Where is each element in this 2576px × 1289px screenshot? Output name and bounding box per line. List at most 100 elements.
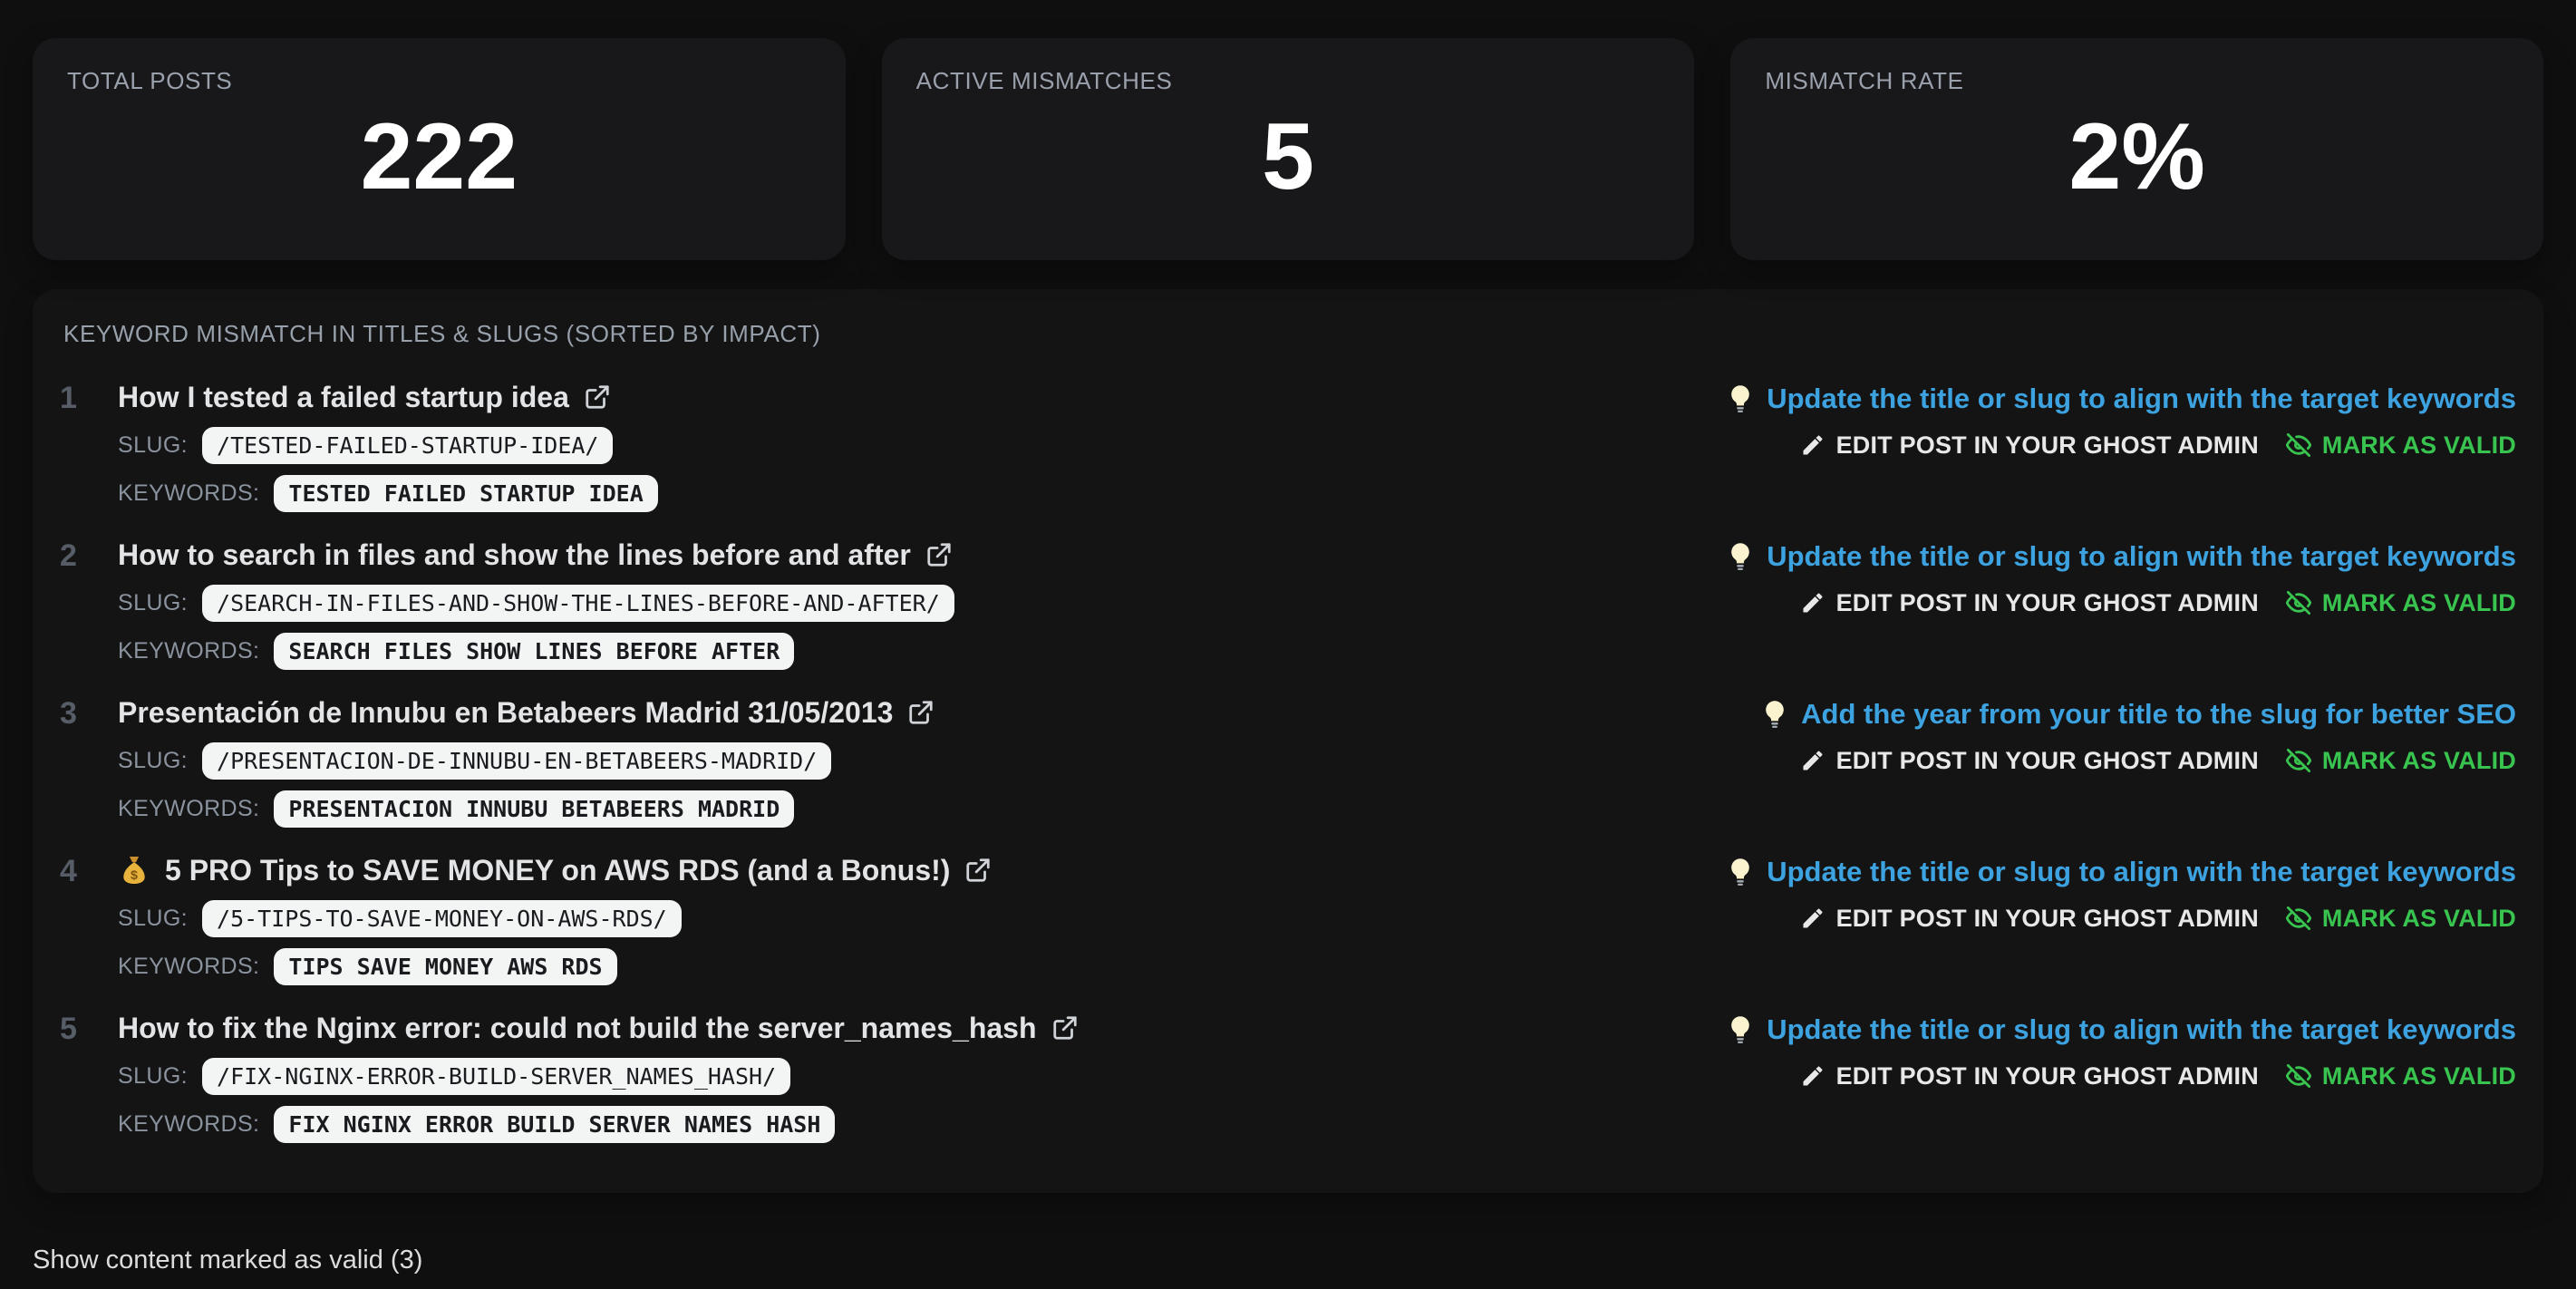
row-rank: 3: [60, 696, 77, 731]
external-link-icon[interactable]: [925, 541, 953, 568]
lightbulb-icon: [1759, 699, 1790, 730]
mark-as-valid-label: MARK AS VALID: [2321, 1061, 2516, 1090]
stat-label: ACTIVE MISMATCHES: [915, 67, 1173, 94]
suggestion-line: Update the title or slug to align with t…: [1725, 852, 2516, 892]
keywords-badge: PRESENTACION INNUBU BETABEERS MADRID: [274, 790, 795, 828]
mark-as-valid-button[interactable]: MARK AS VALID: [2285, 746, 2516, 775]
mark-as-valid-label: MARK AS VALID: [2321, 746, 2516, 774]
suggestion-line: Update the title or slug to align with t…: [1725, 537, 2516, 577]
stat-label: TOTAL POSTS: [67, 67, 233, 94]
row-main: $ 5 PRO Tips to SAVE MONEY on AWS RDS (a…: [118, 850, 1714, 986]
row-main: How to fix the Nginx error: could not bu…: [118, 1008, 1714, 1144]
keywords-badge: TIPS SAVE MONEY AWS RDS: [274, 947, 617, 985]
stat-card-mismatch-rate: MISMATCH RATE 2%: [1730, 38, 2544, 260]
slug-badge: /5-TIPS-TO-SAVE-MONEY-ON-AWS-RDS/: [202, 899, 682, 937]
external-link-icon[interactable]: [907, 699, 935, 726]
edit-post-link[interactable]: EDIT POST IN YOUR GHOST ADMIN: [1800, 905, 2259, 933]
slug-badge: /FIX-NGINX-ERROR-BUILD-SERVER_NAMES_HASH…: [202, 1057, 791, 1095]
post-title: Presentación de Innubu en Betabeers Madr…: [118, 695, 894, 729]
external-link-icon[interactable]: [584, 383, 611, 411]
row-main: Presentación de Innubu en Betabeers Madr…: [118, 693, 1748, 829]
mark-as-valid-label: MARK AS VALID: [2321, 588, 2516, 616]
money-bag-icon: $: [118, 854, 150, 887]
row-rank: 5: [60, 1012, 77, 1046]
show-valid-toggle[interactable]: Show content marked as valid (3): [33, 1245, 423, 1274]
slug-label: SLUG:: [118, 747, 189, 773]
mark-as-valid-button[interactable]: MARK AS VALID: [2285, 1061, 2516, 1090]
suggestion-text: Update the title or slug to align with t…: [1767, 383, 2516, 414]
edit-post-label: EDIT POST IN YOUR GHOST ADMIN: [1835, 904, 2259, 932]
slug-label: SLUG:: [118, 905, 189, 931]
mark-as-valid-button[interactable]: MARK AS VALID: [2285, 905, 2516, 933]
mark-as-valid-button[interactable]: MARK AS VALID: [2285, 588, 2516, 617]
edit-post-label: EDIT POST IN YOUR GHOST ADMIN: [1835, 746, 2259, 774]
keywords-label: KEYWORDS:: [118, 953, 260, 979]
eye-off-icon: [2285, 748, 2311, 773]
suggestion-line: Add the year from your title to the slug…: [1759, 694, 2516, 734]
slug-badge: /PRESENTACION-DE-INNUBU-EN-BETABEERS-MAD…: [202, 741, 832, 780]
edit-post-link[interactable]: EDIT POST IN YOUR GHOST ADMIN: [1800, 1062, 2259, 1090]
keywords-label: KEYWORDS:: [118, 480, 260, 506]
keywords-badge: TESTED FAILED STARTUP IDEA: [274, 474, 658, 512]
slug-label: SLUG:: [118, 1062, 189, 1089]
eye-off-icon: [2285, 906, 2311, 931]
suggestion-text: Update the title or slug to align with t…: [1767, 856, 2516, 887]
pencil-icon: [1803, 908, 1823, 928]
lightbulb-icon: [1725, 857, 1756, 887]
stat-value: 2%: [2068, 104, 2205, 209]
suggestion-text: Update the title or slug to align with t…: [1767, 1013, 2516, 1045]
slug-label: SLUG:: [118, 431, 189, 458]
mark-as-valid-button[interactable]: MARK AS VALID: [2285, 431, 2516, 460]
mismatch-panel: KEYWORD MISMATCH IN TITLES & SLUGS (SORT…: [33, 289, 2543, 1193]
svg-text:$: $: [131, 868, 138, 883]
keywords-label: KEYWORDS:: [118, 637, 260, 664]
pencil-icon: [1803, 593, 1823, 613]
lightbulb-icon: [1725, 1014, 1756, 1045]
row-actions-area: Update the title or slug to align with t…: [1725, 535, 2516, 621]
slug-label: SLUG:: [118, 589, 189, 615]
edit-post-link[interactable]: EDIT POST IN YOUR GHOST ADMIN: [1800, 747, 2259, 775]
stat-value: 5: [1262, 104, 1314, 209]
post-title: How to fix the Nginx error: could not bu…: [118, 1011, 1037, 1044]
row-main: How to search in files and show the line…: [118, 535, 1714, 671]
external-link-icon[interactable]: [1051, 1014, 1079, 1042]
stat-card-total-posts: TOTAL POSTS 222: [33, 38, 846, 260]
keywords-label: KEYWORDS:: [118, 795, 260, 821]
row-actions-area: Update the title or slug to align with t…: [1725, 1008, 2516, 1094]
eye-off-icon: [2285, 432, 2311, 458]
keywords-badge: SEARCH FILES SHOW LINES BEFORE AFTER: [274, 632, 795, 670]
pencil-icon: [1803, 1066, 1823, 1086]
mismatch-row: 5 How to fix the Nginx error: could not …: [60, 1008, 2516, 1144]
mismatch-row: 1 How I tested a failed startup idea SLU…: [60, 377, 2516, 513]
pencil-icon: [1803, 435, 1823, 455]
keywords-label: KEYWORDS:: [118, 1110, 260, 1137]
row-rank: 1: [60, 381, 77, 415]
eye-off-icon: [2285, 1063, 2311, 1089]
row-actions-area: Update the title or slug to align with t…: [1725, 377, 2516, 463]
stat-value: 222: [360, 104, 518, 209]
suggestion-text: Update the title or slug to align with t…: [1767, 540, 2516, 572]
slug-badge: /SEARCH-IN-FILES-AND-SHOW-THE-LINES-BEFO…: [202, 584, 954, 622]
mismatch-row: 4 $ 5 PRO Tips to SAVE MONEY on AWS RDS …: [60, 850, 2516, 986]
suggestion-line: Update the title or slug to align with t…: [1725, 379, 2516, 419]
mismatch-list: 1 How I tested a failed startup idea SLU…: [60, 377, 2516, 1144]
row-main: How I tested a failed startup idea SLUG:…: [118, 377, 1714, 513]
pencil-icon: [1803, 751, 1823, 770]
mismatch-row: 3 Presentación de Innubu en Betabeers Ma…: [60, 693, 2516, 829]
edit-post-label: EDIT POST IN YOUR GHOST ADMIN: [1835, 588, 2259, 616]
post-title: How I tested a failed startup idea: [118, 380, 569, 413]
stat-card-active-mismatches: ACTIVE MISMATCHES 5: [881, 38, 1695, 260]
section-title: KEYWORD MISMATCH IN TITLES & SLUGS (SORT…: [63, 320, 821, 347]
row-rank: 4: [60, 854, 77, 888]
mark-as-valid-label: MARK AS VALID: [2321, 431, 2516, 459]
edit-post-label: EDIT POST IN YOUR GHOST ADMIN: [1835, 1061, 2259, 1090]
row-rank: 2: [60, 538, 77, 573]
row-actions-area: Add the year from your title to the slug…: [1759, 693, 2516, 779]
eye-off-icon: [2285, 590, 2311, 615]
lightbulb-icon: [1725, 383, 1756, 414]
edit-post-link[interactable]: EDIT POST IN YOUR GHOST ADMIN: [1800, 589, 2259, 617]
external-link-icon[interactable]: [964, 857, 992, 884]
slug-badge: /TESTED-FAILED-STARTUP-IDEA/: [202, 426, 614, 464]
post-title: How to search in files and show the line…: [118, 538, 911, 571]
edit-post-link[interactable]: EDIT POST IN YOUR GHOST ADMIN: [1800, 431, 2259, 460]
